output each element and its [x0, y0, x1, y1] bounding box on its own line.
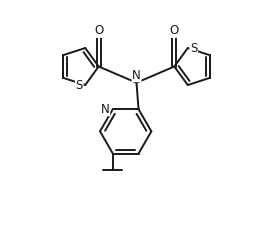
Text: O: O	[94, 24, 103, 37]
Text: N: N	[132, 69, 141, 82]
Text: O: O	[170, 24, 179, 37]
Text: N: N	[101, 103, 110, 116]
Text: S: S	[190, 41, 197, 55]
Text: S: S	[76, 79, 83, 92]
